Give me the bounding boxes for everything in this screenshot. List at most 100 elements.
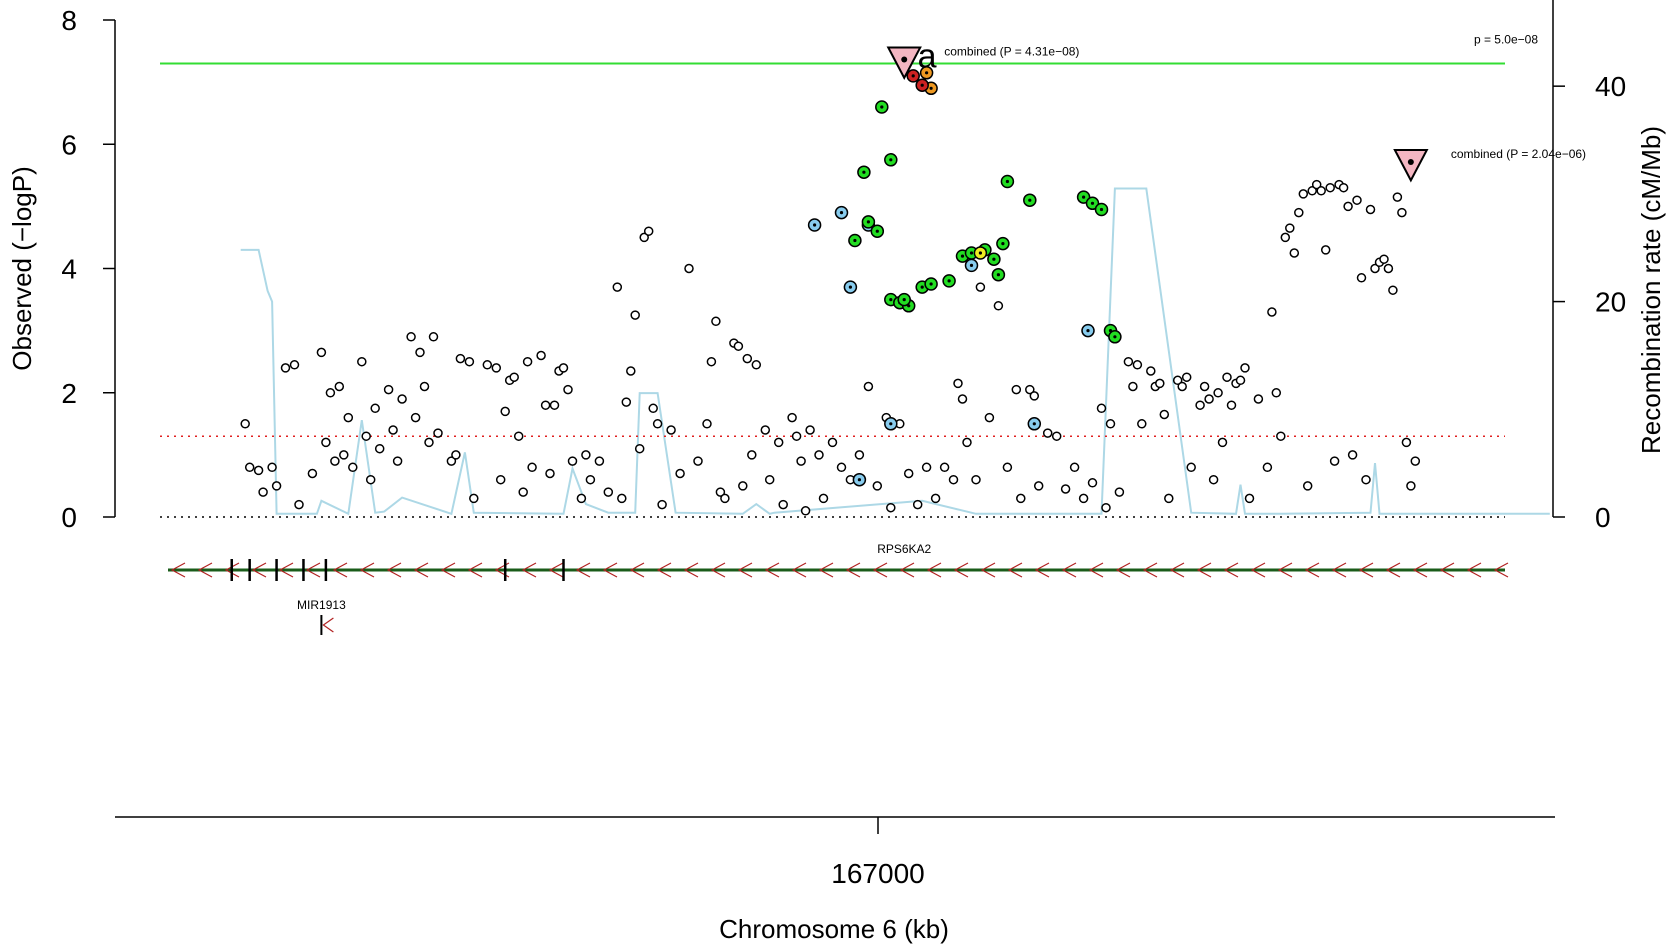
snp-point-center [992,257,996,261]
snp-point [392,456,403,466]
gene-strand-arrow [791,562,807,578]
snp-point [1002,462,1013,473]
snp-point [1114,487,1125,497]
gene-strand-arrow [1331,562,1347,578]
gene-strand-arrow [467,562,483,578]
gene-strand-arrow [1304,562,1320,578]
snp-point [433,428,443,438]
snp-point [1253,394,1264,404]
gene-strand-arrow [1277,562,1293,578]
snp-point-center [839,211,844,215]
gene-strand-arrow [575,562,591,578]
gene-strand-arrow [548,562,564,578]
y2-tick-label: 40 [1595,71,1626,102]
snp-point [258,487,268,497]
snp-point [872,481,883,491]
snp-point [545,468,555,479]
snp-point [509,372,519,382]
snp-point [1195,400,1205,410]
snp-point [993,301,1004,311]
annotation-label-0: combined (P = 4.31e−08) [944,44,1079,58]
snp-point [1410,456,1421,466]
gene-strand-arrow [980,562,996,578]
gene-strand-arrow [1115,562,1131,578]
snp-point [1204,394,1214,404]
snp-point [446,456,457,466]
gene-strand-arrow [899,562,915,578]
snp-point [1276,431,1286,441]
snp-point [1146,366,1156,376]
snp-point [1311,179,1322,190]
gene-strand-arrow [953,562,969,578]
snp-point [585,474,596,485]
snp-point [1069,462,1080,473]
snp-point [1285,223,1295,233]
axes: 0 2 4 6 8 Observed (−logP) 0 20 40 Recombination … [7,0,1666,944]
y2-tick-label: 0 [1595,502,1611,533]
snp-point [652,419,663,429]
gene-strand-arrow [1169,562,1185,578]
snp-point [397,394,407,404]
snp-point [500,406,510,417]
snp-point [912,499,923,510]
top-snp-triangle [886,46,922,81]
snp-point-center [947,279,951,283]
snp-point [1289,248,1300,258]
snp-point [751,360,762,370]
snp-point [567,456,578,466]
snp-point [886,502,896,513]
snp-point [975,282,986,292]
snp-point [1316,186,1326,196]
snp-point [1235,375,1246,386]
snp-point [953,378,963,389]
snp-point [1016,493,1026,504]
snp-point-center [857,478,862,482]
snp-point [930,493,941,504]
snp-point [971,474,981,485]
snp-point [1267,307,1277,317]
snp-point [294,499,304,510]
gene-strand-arrow [926,562,942,578]
snp-point [549,400,560,410]
snp-point [1365,204,1376,215]
snp-point [540,400,551,410]
snp-point-center [889,298,893,302]
association-points [240,66,1421,516]
snp-point [603,487,614,497]
gene-strand-arrow [440,562,456,578]
snp-point [594,456,605,466]
gene-strand-arrow [629,562,645,578]
snp-point [903,468,914,479]
snp-point [818,493,829,504]
snp-point [464,356,475,367]
gene-strand-arrow [413,562,429,578]
snp-point-center [853,238,857,243]
snp-point-center [925,71,929,75]
snp-point-center [862,170,866,174]
snp-point-center [1001,242,1005,246]
snp-point [536,350,546,361]
snp-point [348,462,358,473]
snp-point-center [969,251,974,255]
snp-point [1123,356,1134,367]
snp-point [706,356,717,367]
y-axis-title: Observed (−logP) [7,166,37,370]
snp-point [482,360,493,370]
gene-strand-arrow [683,562,699,578]
snp-point [720,493,730,504]
snp-point [617,493,627,504]
snp-point-center [875,229,879,233]
snp-point-center [1090,201,1095,205]
gene-strand-arrow [1061,562,1077,578]
snp-point [469,493,479,504]
snp-point [1208,474,1219,485]
gene-strand-arrow [1493,562,1509,578]
snp-point [1042,428,1053,438]
y-tick-label: 8 [61,5,77,36]
snp-point [267,462,277,473]
gene-strand-arrow [170,562,186,578]
snp-point [513,431,524,441]
snp-point [1298,189,1309,199]
annotations: combined (P = 4.31e−08) combined (P = 2.0… [886,37,1586,183]
snp-point [370,403,380,414]
